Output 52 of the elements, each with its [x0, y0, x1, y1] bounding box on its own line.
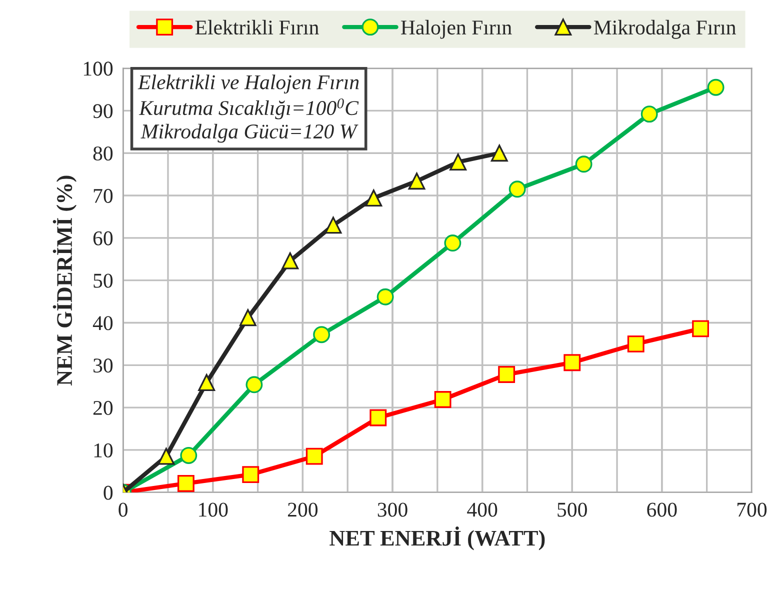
point	[180, 447, 198, 464]
point	[408, 172, 426, 190]
point	[444, 234, 462, 252]
point	[177, 475, 194, 492]
point	[640, 106, 658, 123]
point	[282, 252, 299, 270]
y-tick-label: 40	[92, 316, 113, 330]
legend-label: Elektrikli Fırın	[195, 20, 319, 35]
point	[370, 409, 387, 426]
point	[246, 376, 263, 394]
x-tick-label: 500	[558, 502, 587, 517]
x-axis-title: NET ENERJİ (WATT)	[330, 526, 545, 550]
x-tick-label: 0	[118, 502, 128, 517]
point	[365, 190, 382, 207]
point	[692, 320, 710, 338]
x-tick-label: 600	[647, 502, 677, 517]
x-tick-label: 400	[467, 502, 498, 517]
point	[575, 156, 592, 173]
y-tick-label: 50	[94, 274, 113, 288]
point	[564, 354, 581, 372]
point	[198, 374, 216, 392]
x-tick-label: 200	[288, 502, 318, 517]
y-tick-label: 30	[94, 358, 113, 373]
annotation: Elektrikli ve Halojen Fırın Kurutma Sıcaklığı=100$^{0}$C Mikrodalga Gücü=120 W	[138, 74, 359, 143]
point	[490, 144, 508, 162]
point	[627, 335, 644, 352]
point	[376, 288, 394, 306]
point	[242, 466, 260, 484]
y-tick-label: 20	[93, 400, 113, 415]
legend-label: Halojen Fırın	[401, 20, 512, 39]
x-tick-label: 100	[199, 502, 228, 517]
point	[306, 448, 323, 465]
x-tick-label: 300	[378, 502, 408, 517]
point	[313, 326, 330, 344]
y-axis-title: NEM GİDERİMİ (%)	[52, 176, 77, 386]
legend-label: Mikrodalga Fırın	[594, 20, 736, 39]
y-tick-label: 0	[104, 486, 113, 500]
x-tick-label: 700	[737, 502, 767, 517]
point	[450, 154, 467, 170]
point	[434, 391, 452, 408]
y-tick-label: 60	[93, 231, 113, 246]
y-tick-label: 100	[84, 62, 113, 76]
point	[498, 366, 516, 383]
y-tick-label: 10	[94, 443, 113, 458]
point	[508, 180, 526, 198]
point	[707, 78, 724, 96]
point	[324, 216, 342, 234]
y-tick-label: 70	[94, 188, 113, 203]
y-tick-label: 80	[93, 146, 113, 161]
point	[158, 448, 175, 465]
y-tick-label: 90	[93, 104, 113, 118]
point	[239, 309, 256, 326]
